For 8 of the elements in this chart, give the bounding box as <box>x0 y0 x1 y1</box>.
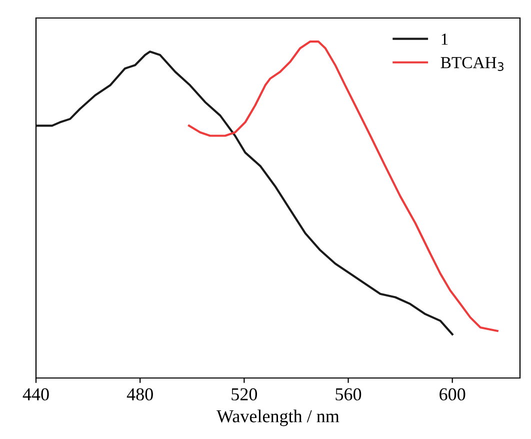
x-axis-title: Wavelength / nm <box>216 410 340 426</box>
x-tick-label: 600 <box>440 388 466 400</box>
legend-label: BTCAH$_{3}$ <box>440 57 504 71</box>
x-tick-label: 560 <box>336 388 362 400</box>
x-tick-label: 440 <box>22 388 49 400</box>
x-tick-label: 480 <box>126 388 153 400</box>
legend-label: 1 <box>442 34 448 45</box>
x-tick-label: 520 <box>232 388 258 400</box>
